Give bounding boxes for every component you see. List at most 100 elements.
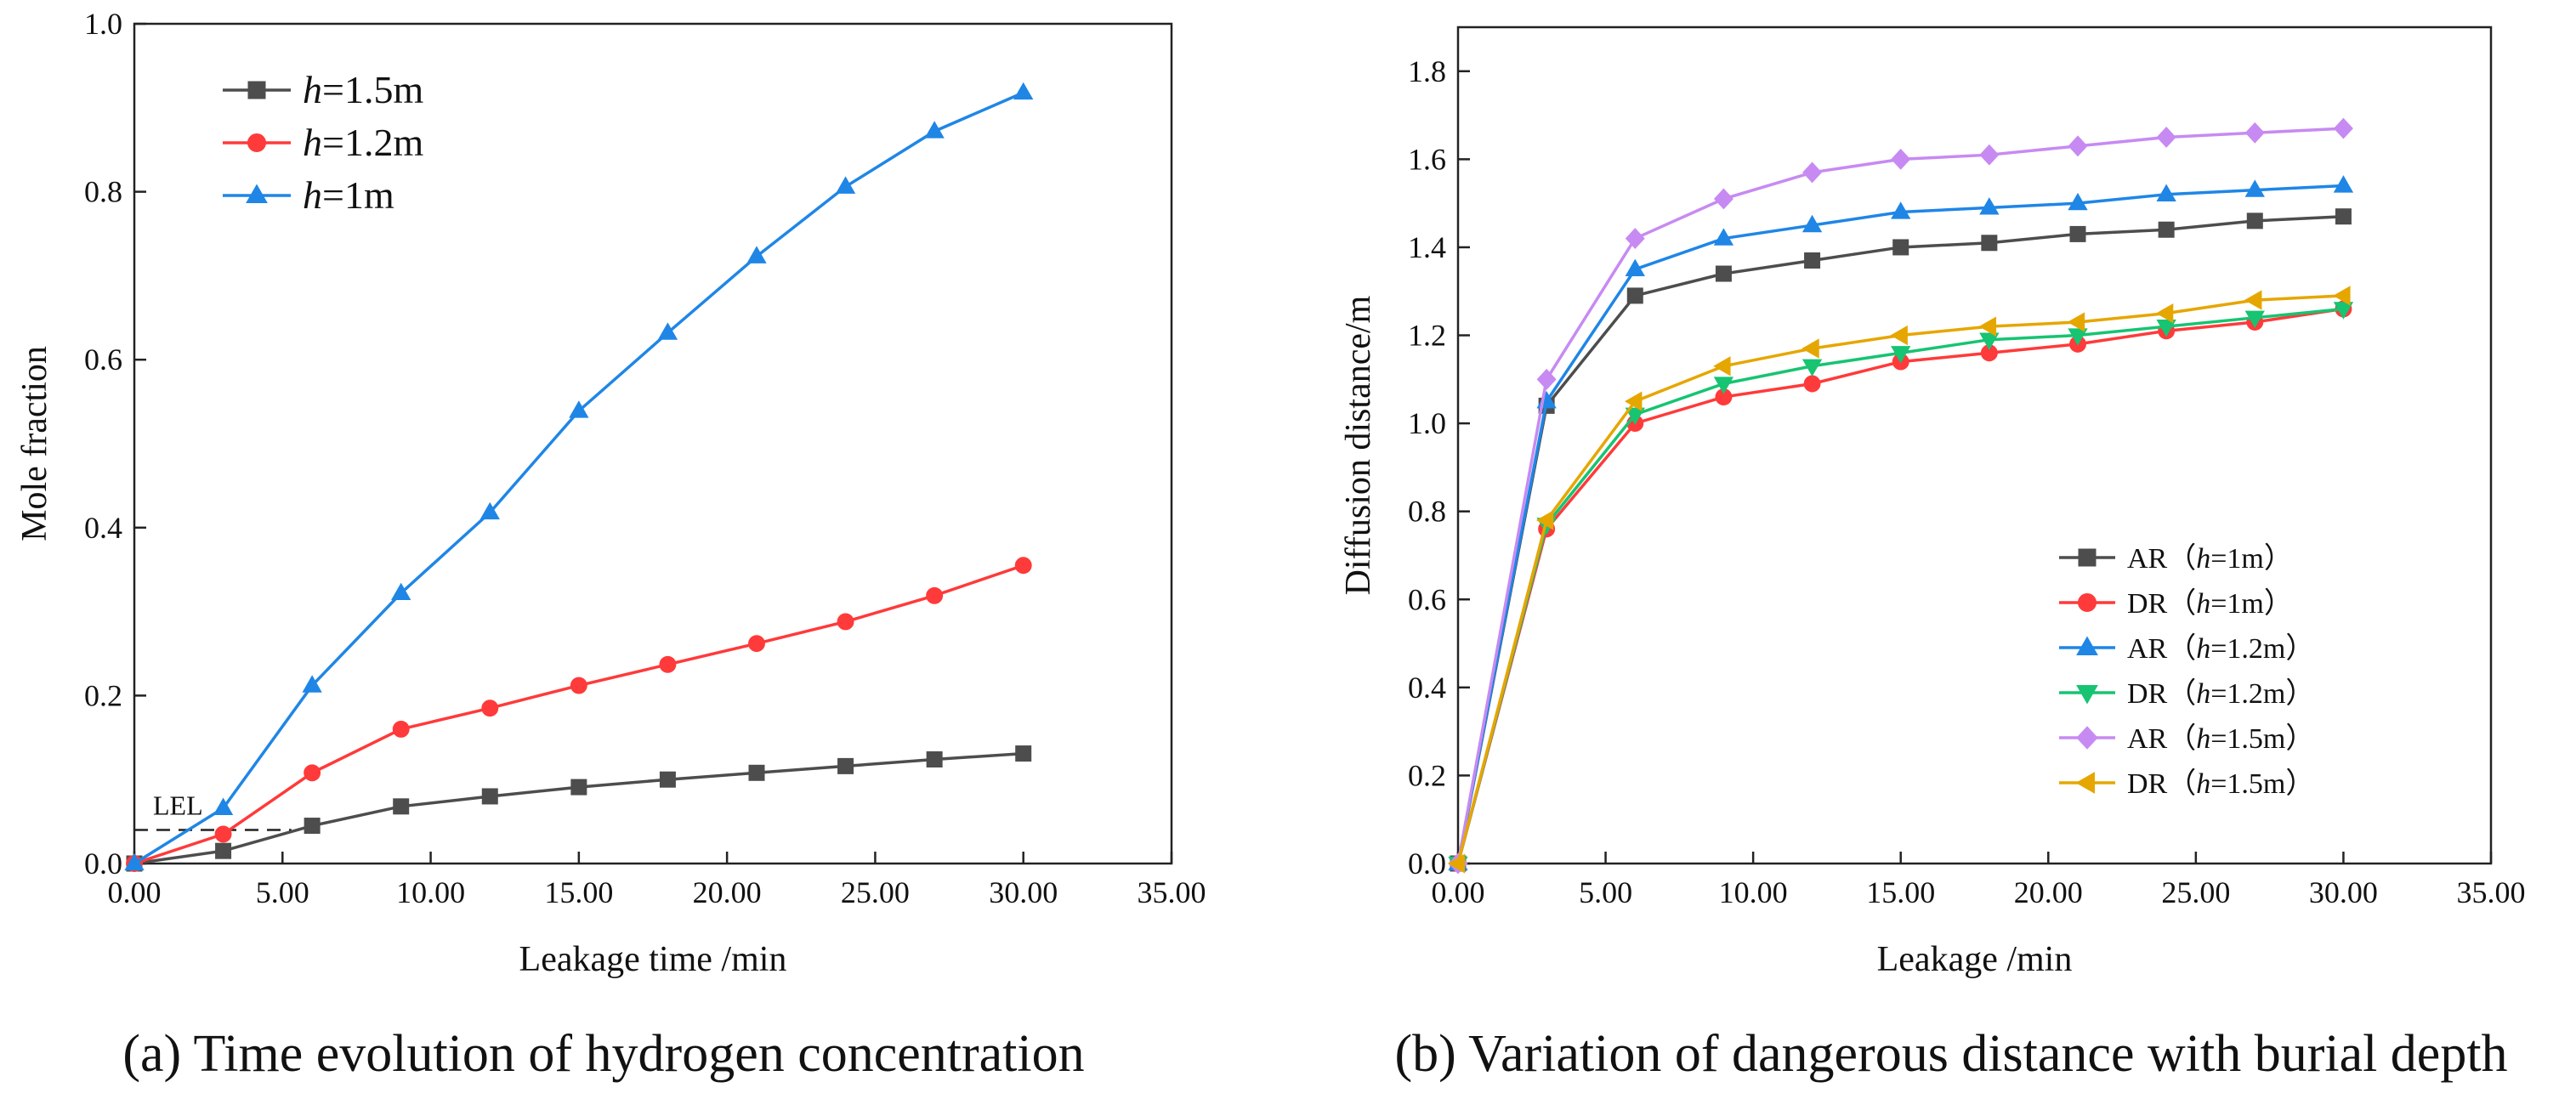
data-point <box>1625 407 1645 426</box>
x-tick-label: 25.00 <box>841 875 910 909</box>
plot-frame <box>133 22 1173 865</box>
data-point <box>481 788 498 805</box>
y-axis-label: Diffusion distance/m <box>1339 295 1378 595</box>
legend: h=1.5m h=1.2m h=1m <box>223 68 423 217</box>
data-point <box>570 677 587 694</box>
legend-entry: AR（h=1.2m） <box>2059 632 2314 665</box>
data-point <box>304 818 321 835</box>
data-point <box>2068 192 2088 211</box>
legend-label: h=1.5m <box>303 68 423 111</box>
data-point <box>2333 175 2354 193</box>
data-point <box>1979 197 2000 215</box>
data-point <box>1801 214 1823 233</box>
data-point <box>659 771 676 788</box>
x-tick-label: 20.00 <box>2014 875 2083 909</box>
data-point <box>1625 258 1645 276</box>
data-point <box>1892 239 1909 256</box>
legend-marker <box>2076 685 2098 705</box>
data-point <box>2244 122 2265 144</box>
data-point <box>1447 853 1466 874</box>
data-point <box>124 852 145 871</box>
x-tick-label: 5.00 <box>256 875 309 909</box>
legend-marker <box>2078 593 2097 612</box>
data-point <box>1014 557 1032 575</box>
data-point <box>1713 228 1734 246</box>
data-point <box>1804 252 1821 269</box>
data-point <box>214 825 232 843</box>
data-point <box>2244 310 2265 329</box>
x-tick-label: 25.00 <box>2161 875 2230 909</box>
y-tick-label: 0.8 <box>1408 495 1446 529</box>
legend-label: DR（h=1m） <box>2127 587 2293 620</box>
chart-b-svg: 0.00 5.00 10.00 15.00 20.00 25.00 30.00 35.00 0.… <box>1339 25 2526 979</box>
legend-marker <box>2078 548 2097 567</box>
data-point <box>1713 356 1731 377</box>
data-point <box>1535 510 1554 530</box>
data-point <box>570 779 587 796</box>
y-tick-label: 1.0 <box>1408 406 1446 440</box>
x-tick-label: 5.00 <box>1579 875 1632 909</box>
legend-entry: h=1.2m <box>223 121 423 164</box>
data-point <box>2158 221 2175 238</box>
data-point <box>1801 359 1823 377</box>
series-2 <box>1448 175 2354 871</box>
data-point <box>213 797 234 815</box>
data-point <box>1536 368 1557 390</box>
x-tick-label: 30.00 <box>2309 875 2378 909</box>
y-tick-label: 1.4 <box>1408 230 1446 264</box>
y-tick-label: 1.8 <box>1408 54 1446 88</box>
legend-entry: DR（h=1.5m） <box>2059 767 2314 800</box>
data-point <box>1626 287 1643 304</box>
y-tick-label: 0.6 <box>84 343 122 377</box>
data-point <box>926 586 944 604</box>
legend-marker <box>2076 726 2098 750</box>
legend-label: h=1.2m <box>303 121 423 164</box>
plot-frame <box>1456 25 2493 865</box>
data-point <box>1625 228 1645 250</box>
x-tick-label: 0.00 <box>1432 875 1485 909</box>
data-point <box>1713 377 1734 394</box>
series-line <box>133 91 1024 865</box>
lel-annotation: LEL <box>153 790 203 820</box>
x-tick-label: 10.00 <box>1719 875 1788 909</box>
y-tick-label: 0.2 <box>1408 758 1446 792</box>
x-tick-label: 35.00 <box>1138 875 1206 909</box>
data-point <box>392 720 410 738</box>
data-point <box>481 699 499 717</box>
x-tick-label: 20.00 <box>693 875 762 909</box>
figure-a: 0.00 5.00 10.00 15.00 20.00 25.00 30.00 35.00 0.… <box>0 0 1207 1110</box>
legend-label: AR（h=1.2m） <box>2127 632 2314 665</box>
data-point <box>479 501 500 520</box>
data-point <box>1625 391 1643 411</box>
data-point <box>835 176 856 194</box>
y-tick-label: 0.4 <box>84 511 122 545</box>
data-point <box>1803 375 1821 393</box>
x-tick-label: 0.00 <box>108 875 162 909</box>
y-tick-label: 0.8 <box>84 175 122 209</box>
legend-marker <box>2076 636 2098 655</box>
data-point <box>2156 127 2176 148</box>
legend-label: AR（h=1.5m） <box>2127 722 2314 755</box>
x-axis-label: Leakage time /min <box>519 940 787 979</box>
data-point <box>2333 286 2351 306</box>
data-point <box>2068 328 2088 346</box>
series-line <box>133 563 1024 865</box>
caption-b: (b) Variation of dangerous distance with… <box>1394 1025 2508 1083</box>
data-point <box>748 764 765 781</box>
data-point <box>2155 303 2174 324</box>
data-point <box>2333 302 2354 320</box>
series-line <box>1456 184 2344 864</box>
y-tick-label: 0.0 <box>1408 847 1446 881</box>
series-line <box>1456 214 2344 864</box>
x-tick-label: 10.00 <box>396 875 465 909</box>
data-point <box>2156 184 2176 201</box>
x-tick-label: 30.00 <box>989 875 1058 909</box>
data-point <box>1715 265 1732 282</box>
data-point <box>837 757 854 774</box>
legend-entry: DR（h=1.2m） <box>2059 677 2314 710</box>
y-tick-label: 0.4 <box>1408 671 1446 705</box>
data-point <box>746 246 767 263</box>
data-point <box>304 764 321 782</box>
y-tick-label: 0.0 <box>84 847 122 881</box>
series-0 <box>1450 208 2352 872</box>
